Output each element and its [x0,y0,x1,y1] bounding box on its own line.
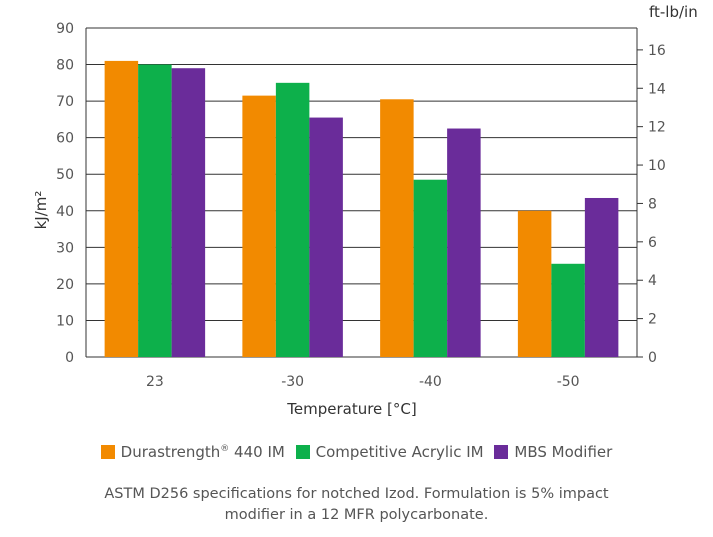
legend-swatch-mbs-modifier [494,445,509,459]
y2-tick-label: 12 [648,120,666,136]
y2-tick-label: 6 [648,235,657,251]
bar-competitive-acrylic-im-23 [138,64,172,358]
legend-label-mbs-modifier: MBS Modifier [514,443,613,461]
legend-item-durastrength: Durastrength® 440 IM [100,443,285,461]
footnote: ASTM D256 specifications for notched Izo… [0,484,713,526]
bar-chart: 0 10 20 30 40 50 60 70 80 90 0 2 4 6 8 10 12 14 16 23 -30 -40… [32,3,698,418]
axes: 0 10 20 30 40 50 60 70 80 90 0 2 4 6 8 10 12 14 16 23 -30 -40… [56,21,666,390]
y-tick-label: 60 [56,131,74,147]
y-tick-label: 80 [56,58,74,74]
y-tick-label: 50 [56,167,74,183]
x-tick-label: -50 [557,374,580,390]
y-tick-label: 30 [56,240,74,256]
y2-tick-label: 10 [648,158,666,174]
x-tick-label: -40 [419,374,442,390]
legend-label-durastrength: Durastrength® 440 IM [120,443,285,461]
legend-item-competitive-acrylic: Competitive Acrylic IM [295,443,484,461]
y2-tick-label: 0 [648,350,657,366]
y2-tick-label: 4 [648,273,657,289]
y-tick-label: 10 [56,313,74,329]
bar-competitive-acrylic-im-minus40 [413,179,448,357]
bar-competitive-acrylic-im-minus30 [275,82,310,357]
legend-item-mbs-modifier: MBS Modifier [494,443,612,461]
bar-mbs-modifier-23 [171,68,206,357]
y-tick-label: 90 [56,21,74,37]
y2-tick-label: 8 [648,196,657,212]
x-axis-title: Temperature [°C] [286,400,416,418]
y-tick-label: 20 [56,277,74,293]
x-tick-label: 23 [146,374,164,390]
y2-tick-label: 2 [648,312,657,328]
bar-durastrength-440-im-minus30 [242,95,276,357]
legend-swatch-durastrength [100,445,115,459]
y2-tick-label: 14 [648,81,666,97]
legend-swatch-competitive-acrylic [295,445,310,459]
y-tick-label: 0 [65,350,74,366]
legend-label-competitive-acrylic: Competitive Acrylic IM [315,443,484,461]
bar-mbs-modifier-minus50 [584,197,619,357]
bar-durastrength-440-im-minus40 [380,99,414,358]
footnote-line-2: modifier in a 12 MFR polycarbonate. [224,507,489,523]
bar-durastrength-440-im-minus50 [517,210,552,357]
y-tick-label: 70 [56,94,74,110]
bars [104,60,619,358]
y-axis-title: kJ/m² [32,191,50,230]
bar-competitive-acrylic-im-minus50 [551,263,585,357]
bar-mbs-modifier-minus30 [309,117,343,357]
y-tick-label: 40 [56,204,74,220]
secondary-y-axis-title: ft-lb/in [649,3,698,21]
y2-tick-label: 16 [648,43,666,59]
footnote-line-1: ASTM D256 specifications for notched Izo… [104,486,609,502]
bar-mbs-modifier-minus40 [447,128,481,357]
bar-durastrength-440-im-23 [104,60,139,358]
x-tick-label: -30 [281,374,304,390]
legend: Durastrength® 440 IM Competitive Acrylic… [0,443,713,461]
